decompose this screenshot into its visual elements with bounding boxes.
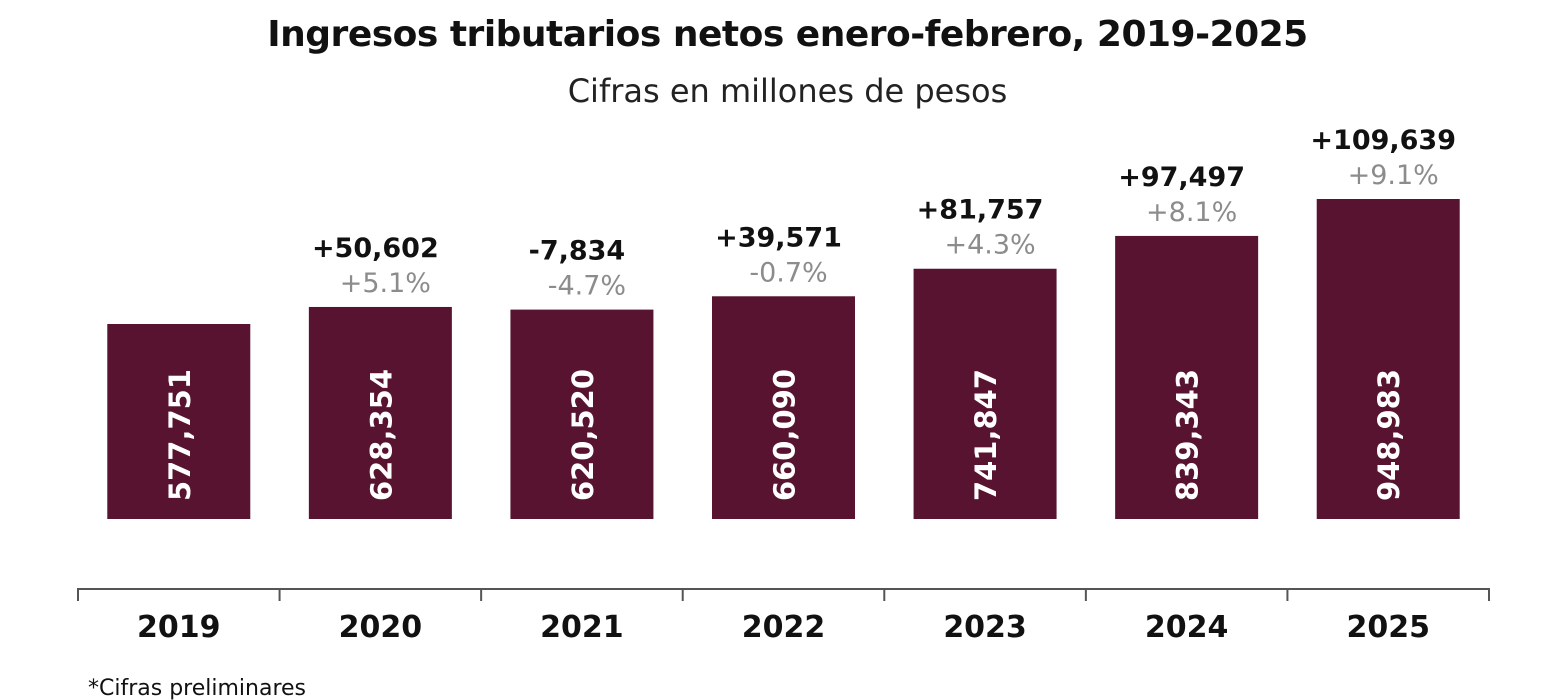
bar-2025: [1316, 199, 1460, 519]
difference-label: +39,571: [715, 222, 842, 253]
x-tick-label: 2020: [339, 610, 423, 645]
percent-label: +9.1%: [1348, 160, 1439, 191]
percent-label: +4.3%: [944, 230, 1035, 261]
difference-label: +109,639: [1310, 125, 1456, 156]
difference-label: +81,757: [917, 195, 1044, 226]
chart-subtitle: Cifras en millones de pesos: [567, 72, 1008, 110]
percent-label: -0.7%: [749, 257, 827, 288]
bar-value-label: 741,847: [969, 369, 1003, 501]
bar-value-label: 948,983: [1372, 369, 1406, 501]
difference-label: +97,497: [1118, 162, 1245, 193]
chart-title: Ingresos tributarios netos enero-febrero…: [267, 14, 1308, 55]
x-tick-label: 2019: [137, 610, 221, 645]
bar-value-label: 839,343: [1171, 369, 1205, 501]
bar-2024: [1115, 235, 1259, 520]
percent-label: +5.1%: [340, 268, 431, 299]
difference-label: -7,834: [529, 236, 626, 267]
x-tick-label: 2021: [540, 610, 624, 645]
x-tick-label: 2024: [1145, 610, 1229, 645]
bar-2022: [712, 296, 855, 519]
bar-value-label: 628,354: [364, 369, 398, 501]
bar-value-label: 660,090: [768, 369, 802, 501]
x-tick-label: 2022: [742, 610, 826, 645]
x-tick-label: 2023: [943, 610, 1027, 645]
x-tick-label: 2025: [1346, 610, 1430, 645]
bar-2019: [107, 324, 251, 519]
bar-value-label: 577,751: [163, 369, 197, 501]
bar-2023: [913, 268, 1057, 519]
bar-2020: [308, 306, 452, 519]
percent-label: -4.7%: [548, 271, 626, 302]
difference-label: +50,602: [312, 233, 439, 264]
bar-2021: [510, 309, 654, 519]
chart-footnote: *Cifras preliminares: [88, 676, 307, 700]
percent-label: +8.1%: [1146, 197, 1237, 228]
bar-value-label: 620,520: [566, 369, 600, 501]
